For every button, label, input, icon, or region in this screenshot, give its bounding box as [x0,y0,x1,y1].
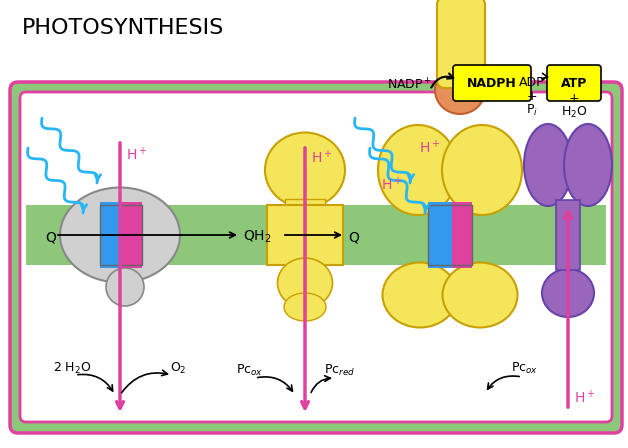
Ellipse shape [278,258,332,308]
Ellipse shape [524,124,572,206]
Bar [285,199,325,224]
Text: Q: Q [45,230,56,244]
FancyBboxPatch shape [20,92,612,422]
FancyBboxPatch shape [437,0,485,88]
Text: H$^+$: H$^+$ [420,139,441,157]
FancyBboxPatch shape [10,82,622,433]
Bar [26,205,606,265]
FancyBboxPatch shape [453,65,531,101]
Text: Pc$_{ox}$: Pc$_{ox}$ [236,362,264,378]
Text: P$_i$: P$_i$ [526,103,538,117]
Text: QH$_2$: QH$_2$ [243,229,272,245]
Ellipse shape [564,124,612,206]
Text: 2 H$_2$O: 2 H$_2$O [53,361,91,375]
Bar [100,205,142,265]
Text: O$_2$: O$_2$ [170,361,187,375]
Ellipse shape [442,125,522,215]
Text: Q: Q [348,230,359,244]
Text: H$^+$: H$^+$ [381,177,403,194]
Text: H$^+$: H$^+$ [574,389,595,407]
Text: ATP: ATP [561,77,587,90]
Bar [556,200,580,270]
Bar [100,202,122,268]
Text: +: + [527,90,538,103]
Bar [452,202,472,268]
Ellipse shape [265,133,345,207]
Ellipse shape [435,66,485,114]
Bar [122,202,142,268]
Text: NADP$^+$: NADP$^+$ [387,78,433,93]
Text: H$_2$O: H$_2$O [561,104,587,120]
FancyBboxPatch shape [547,65,601,101]
Ellipse shape [284,293,326,321]
Bar [428,205,472,265]
Text: PHOTOSYNTHESIS: PHOTOSYNTHESIS [22,18,224,38]
Ellipse shape [542,269,594,317]
Text: Pc$_{red}$: Pc$_{red}$ [325,362,355,378]
Text: Pc$_{ox}$: Pc$_{ox}$ [511,361,539,375]
Bar [428,202,452,268]
Bar [267,205,343,265]
Ellipse shape [106,268,144,306]
Text: NADPH: NADPH [467,77,517,90]
Text: +: + [569,91,579,104]
Text: ADP: ADP [519,76,545,89]
Ellipse shape [443,263,517,327]
Ellipse shape [60,188,180,283]
Text: H$^+$: H$^+$ [311,149,332,167]
Text: H$^+$: H$^+$ [126,146,148,164]
Ellipse shape [382,263,458,327]
Ellipse shape [378,125,458,215]
